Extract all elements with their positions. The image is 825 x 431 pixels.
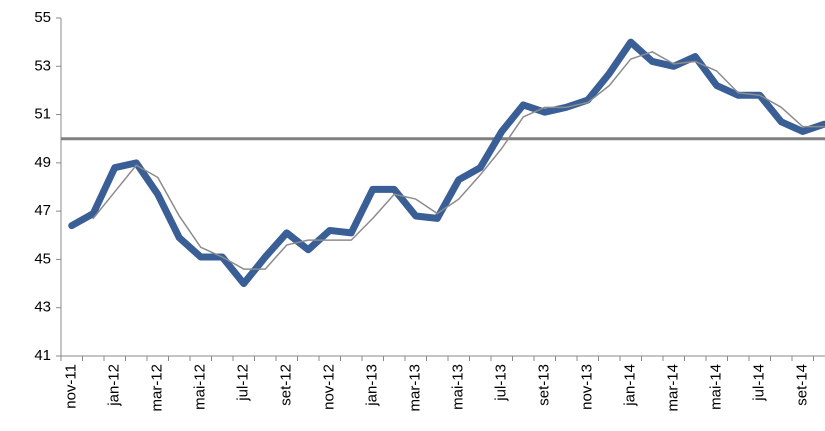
x-tick-label: jul-14 <box>751 364 768 402</box>
x-tick-label: mai-12 <box>192 364 209 410</box>
series-line <box>92 51 825 270</box>
x-tick-label: set-12 <box>278 364 295 406</box>
y-tick-label: 49 <box>34 154 51 171</box>
x-tick-label: nov-11 <box>63 364 80 409</box>
y-tick-label: 53 <box>34 57 51 74</box>
y-tick-label: 55 <box>34 9 51 26</box>
y-tick-label: 43 <box>34 299 51 316</box>
x-tick-label: set-13 <box>536 364 553 406</box>
y-tick-label: 47 <box>34 202 51 219</box>
x-tick-label: nov-12 <box>321 364 338 410</box>
y-tick-label: 45 <box>34 250 51 267</box>
y-tick-label: 41 <box>34 347 51 364</box>
x-tick-label: set-14 <box>794 364 811 406</box>
x-tick-label: mai-14 <box>708 364 725 410</box>
x-tick-label: nov-13 <box>579 364 596 410</box>
x-tick-label: jul-13 <box>493 364 510 402</box>
x-tick-label: mar-13 <box>407 364 424 412</box>
x-tick-label: mar-12 <box>149 364 166 412</box>
x-tick-label: mar-14 <box>665 364 682 412</box>
x-tick-label: jan-12 <box>106 364 123 407</box>
x-tick-label: jan-14 <box>622 364 639 407</box>
x-tick-label: jul-12 <box>235 364 252 402</box>
x-tick-label: jan-13 <box>364 364 381 407</box>
series-line <box>68 38 825 288</box>
x-tick-label: mai-13 <box>450 364 467 410</box>
y-tick-label: 51 <box>34 106 51 123</box>
